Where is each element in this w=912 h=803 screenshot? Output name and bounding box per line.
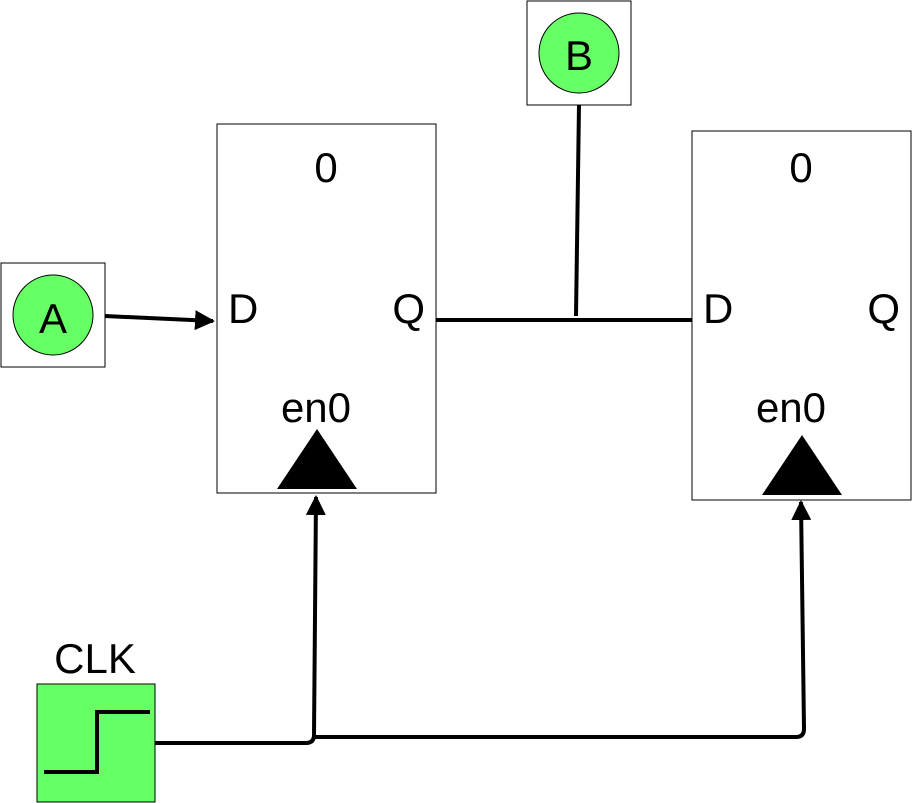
clock-source[interactable]: CLK	[36, 635, 156, 803]
flipflop-1-q-label: Q	[392, 285, 425, 332]
wire-clk-to-ff2	[314, 500, 812, 739]
flipflop-2[interactable]: 0 D Q en0	[691, 130, 912, 501]
flipflop-2-clock-triangle-icon	[762, 435, 842, 495]
clock-label: CLK	[54, 635, 136, 682]
flipflop-1-en-label: en0	[281, 384, 351, 431]
wire-a-to-d1	[104, 310, 215, 331]
flipflop-2-init: 0	[789, 144, 812, 191]
flipflop-2-en-label: en0	[756, 384, 826, 431]
flipflop-2-d-label: D	[703, 285, 733, 332]
input-a[interactable]: A	[0, 262, 106, 368]
wire-b-to-net	[574, 104, 581, 317]
flipflop-1-init: 0	[314, 144, 337, 191]
flipflop-1-d-label: D	[228, 285, 258, 332]
input-a-label: A	[39, 295, 67, 342]
flipflop-1-clock-triangle-icon	[277, 429, 357, 489]
flipflop-1[interactable]: 0 D Q en0	[216, 123, 437, 494]
input-b-label: B	[565, 32, 593, 79]
wire-clk-to-ff1	[155, 495, 326, 745]
flipflop-2-q-label: Q	[867, 285, 900, 332]
input-b[interactable]: B	[526, 0, 632, 106]
wires	[104, 104, 812, 745]
clock-waveform-icon	[44, 710, 150, 774]
